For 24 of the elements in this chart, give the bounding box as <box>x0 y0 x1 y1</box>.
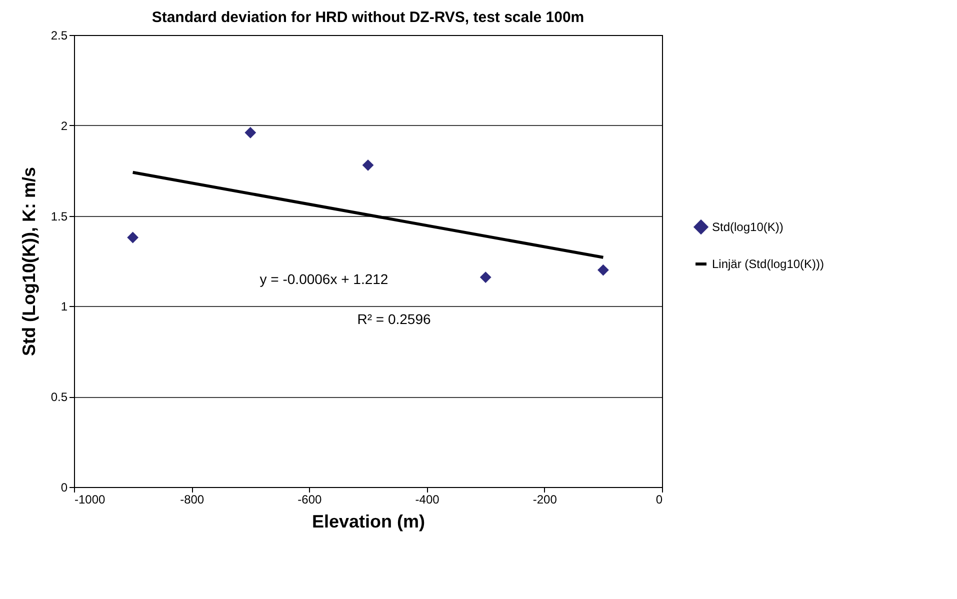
point <box>362 159 374 171</box>
y-tick-label: 2.5 <box>50 28 68 42</box>
x-tick-label: -600 <box>298 492 322 506</box>
annotation: R² = 0.2596 <box>357 311 431 327</box>
point <box>127 232 138 244</box>
y-axis-title: Std (Log10(K)), K: m/s <box>18 167 39 356</box>
y-tick-label: 1 <box>60 300 68 314</box>
x-axis-title: Elevation (m) <box>312 512 426 532</box>
y-tick-label: 0 <box>60 480 68 494</box>
point <box>244 126 256 138</box>
point <box>480 272 492 283</box>
point <box>598 264 609 276</box>
y-tick-label: 2 <box>60 118 68 133</box>
legend-label: Std(log10(K)) <box>712 220 784 234</box>
chart-title: Standard deviation for HRD without DZ-RVS, test scale 100m <box>152 9 584 26</box>
y-tick-label: 1.5 <box>50 209 68 224</box>
x-tick-label: -1000 <box>74 492 106 506</box>
x-tick-label: -800 <box>180 492 204 506</box>
x-tick-label: -200 <box>532 492 558 506</box>
x-tick-label: -400 <box>415 492 440 506</box>
x-tick-label: 0 <box>656 492 663 506</box>
y-tick-label: 0.5 <box>50 390 68 404</box>
legend-label: Linjär (Std(log10(K))) <box>712 257 824 271</box>
annotation: y = -0.0006x + 1.212 <box>260 271 388 287</box>
